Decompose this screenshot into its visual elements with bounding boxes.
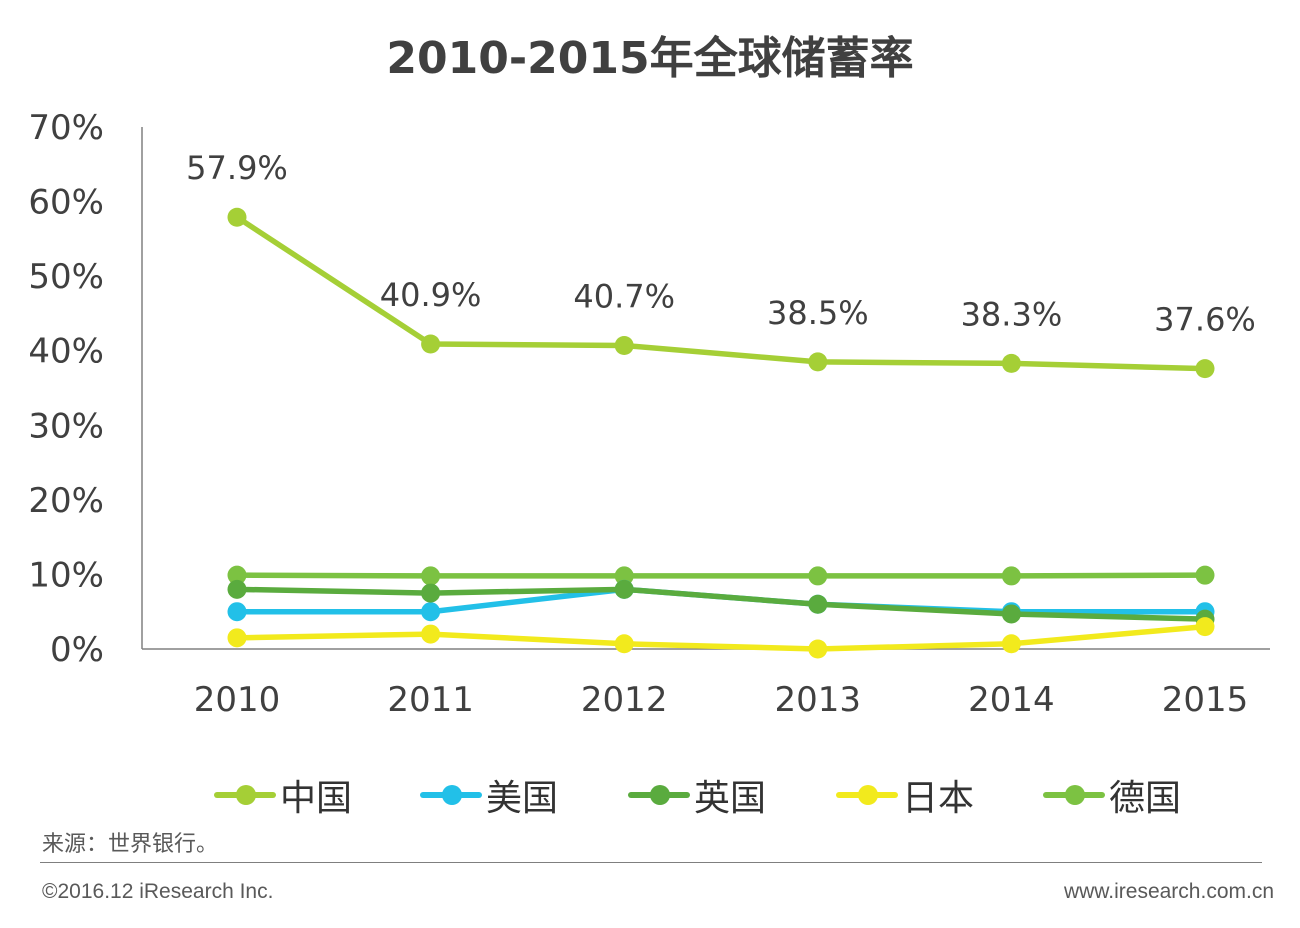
data-label: 38.3% [961, 295, 1063, 333]
data-point [808, 566, 828, 586]
y-tick-label: 20% [28, 481, 104, 521]
x-tick-label: 2010 [194, 680, 281, 720]
x-tick-label: 2012 [581, 680, 668, 720]
legend-swatch [836, 785, 898, 805]
data-point [614, 579, 634, 599]
legend-marker [236, 785, 256, 805]
legend-label: 英国 [694, 778, 767, 819]
source-note: 来源：世界银行。 [42, 832, 219, 857]
legend-marker [650, 785, 670, 805]
data-point [227, 565, 247, 585]
legend: 中国 美国 英国 日本 德国 [0, 770, 1300, 820]
legend-swatch [420, 785, 482, 805]
data-point [614, 566, 634, 586]
data-point [421, 583, 441, 603]
copyright: ©2016.12 iResearch Inc. [42, 880, 274, 903]
data-point [227, 602, 247, 622]
x-tick-label: 2011 [387, 680, 474, 720]
x-tick-label: 2014 [968, 680, 1055, 720]
data-point [1001, 353, 1021, 373]
data-point [227, 207, 247, 227]
website-link[interactable]: www.iresearch.com.cn [1063, 880, 1274, 903]
legend-item: 美国 [420, 770, 558, 820]
legend-swatch [628, 785, 690, 805]
data-point [1195, 617, 1215, 637]
legend-swatch [214, 785, 276, 805]
data-point [1001, 634, 1021, 654]
data-point [227, 628, 247, 648]
x-tick-label: 2013 [775, 680, 862, 720]
legend-item: 日本 [836, 770, 974, 820]
legend-label: 中国 [280, 778, 353, 819]
data-point [421, 624, 441, 644]
legend-marker [858, 785, 878, 805]
data-point [808, 594, 828, 614]
data-point [421, 334, 441, 354]
chart-title: 2010-2015年全球储蓄率 [386, 33, 914, 84]
data-point [1001, 604, 1021, 624]
data-point [614, 634, 634, 654]
data-point [227, 579, 247, 599]
data-point [614, 335, 634, 355]
y-tick-label: 50% [28, 257, 104, 297]
y-tick-label: 10% [28, 555, 104, 595]
data-label: 37.6% [1154, 301, 1256, 339]
legend-item: 德国 [1043, 770, 1181, 820]
legend-label: 美国 [486, 778, 559, 819]
data-point [421, 602, 441, 622]
series-line-0 [234, 214, 1208, 372]
y-tick-label: 40% [28, 332, 104, 372]
y-tick-label: 30% [28, 406, 104, 446]
data-label: 57.9% [186, 149, 288, 187]
series-line-3 [234, 623, 1208, 652]
data-point [808, 352, 828, 372]
data-point [1195, 565, 1215, 585]
x-tick-label: 2015 [1162, 680, 1249, 720]
data-label: 38.5% [767, 294, 869, 332]
legend-label: 德国 [1109, 778, 1182, 819]
legend-item: 英国 [628, 770, 766, 820]
legend-marker [1065, 785, 1085, 805]
y-tick-label: 70% [28, 108, 104, 148]
footer-divider [40, 862, 1262, 863]
y-tick-label: 60% [28, 183, 104, 223]
data-point [1195, 359, 1215, 379]
y-tick-label: 0% [50, 630, 104, 670]
data-point [1001, 566, 1021, 586]
series-line-2 [234, 586, 1208, 622]
legend-label: 日本 [902, 778, 975, 819]
series-line-4 [234, 572, 1208, 579]
data-point [421, 566, 441, 586]
legend-marker [442, 785, 462, 805]
data-label: 40.9% [380, 276, 482, 314]
legend-swatch [1043, 785, 1105, 805]
data-point [808, 639, 828, 659]
legend-item: 中国 [214, 770, 352, 820]
data-label: 40.7% [573, 277, 675, 315]
